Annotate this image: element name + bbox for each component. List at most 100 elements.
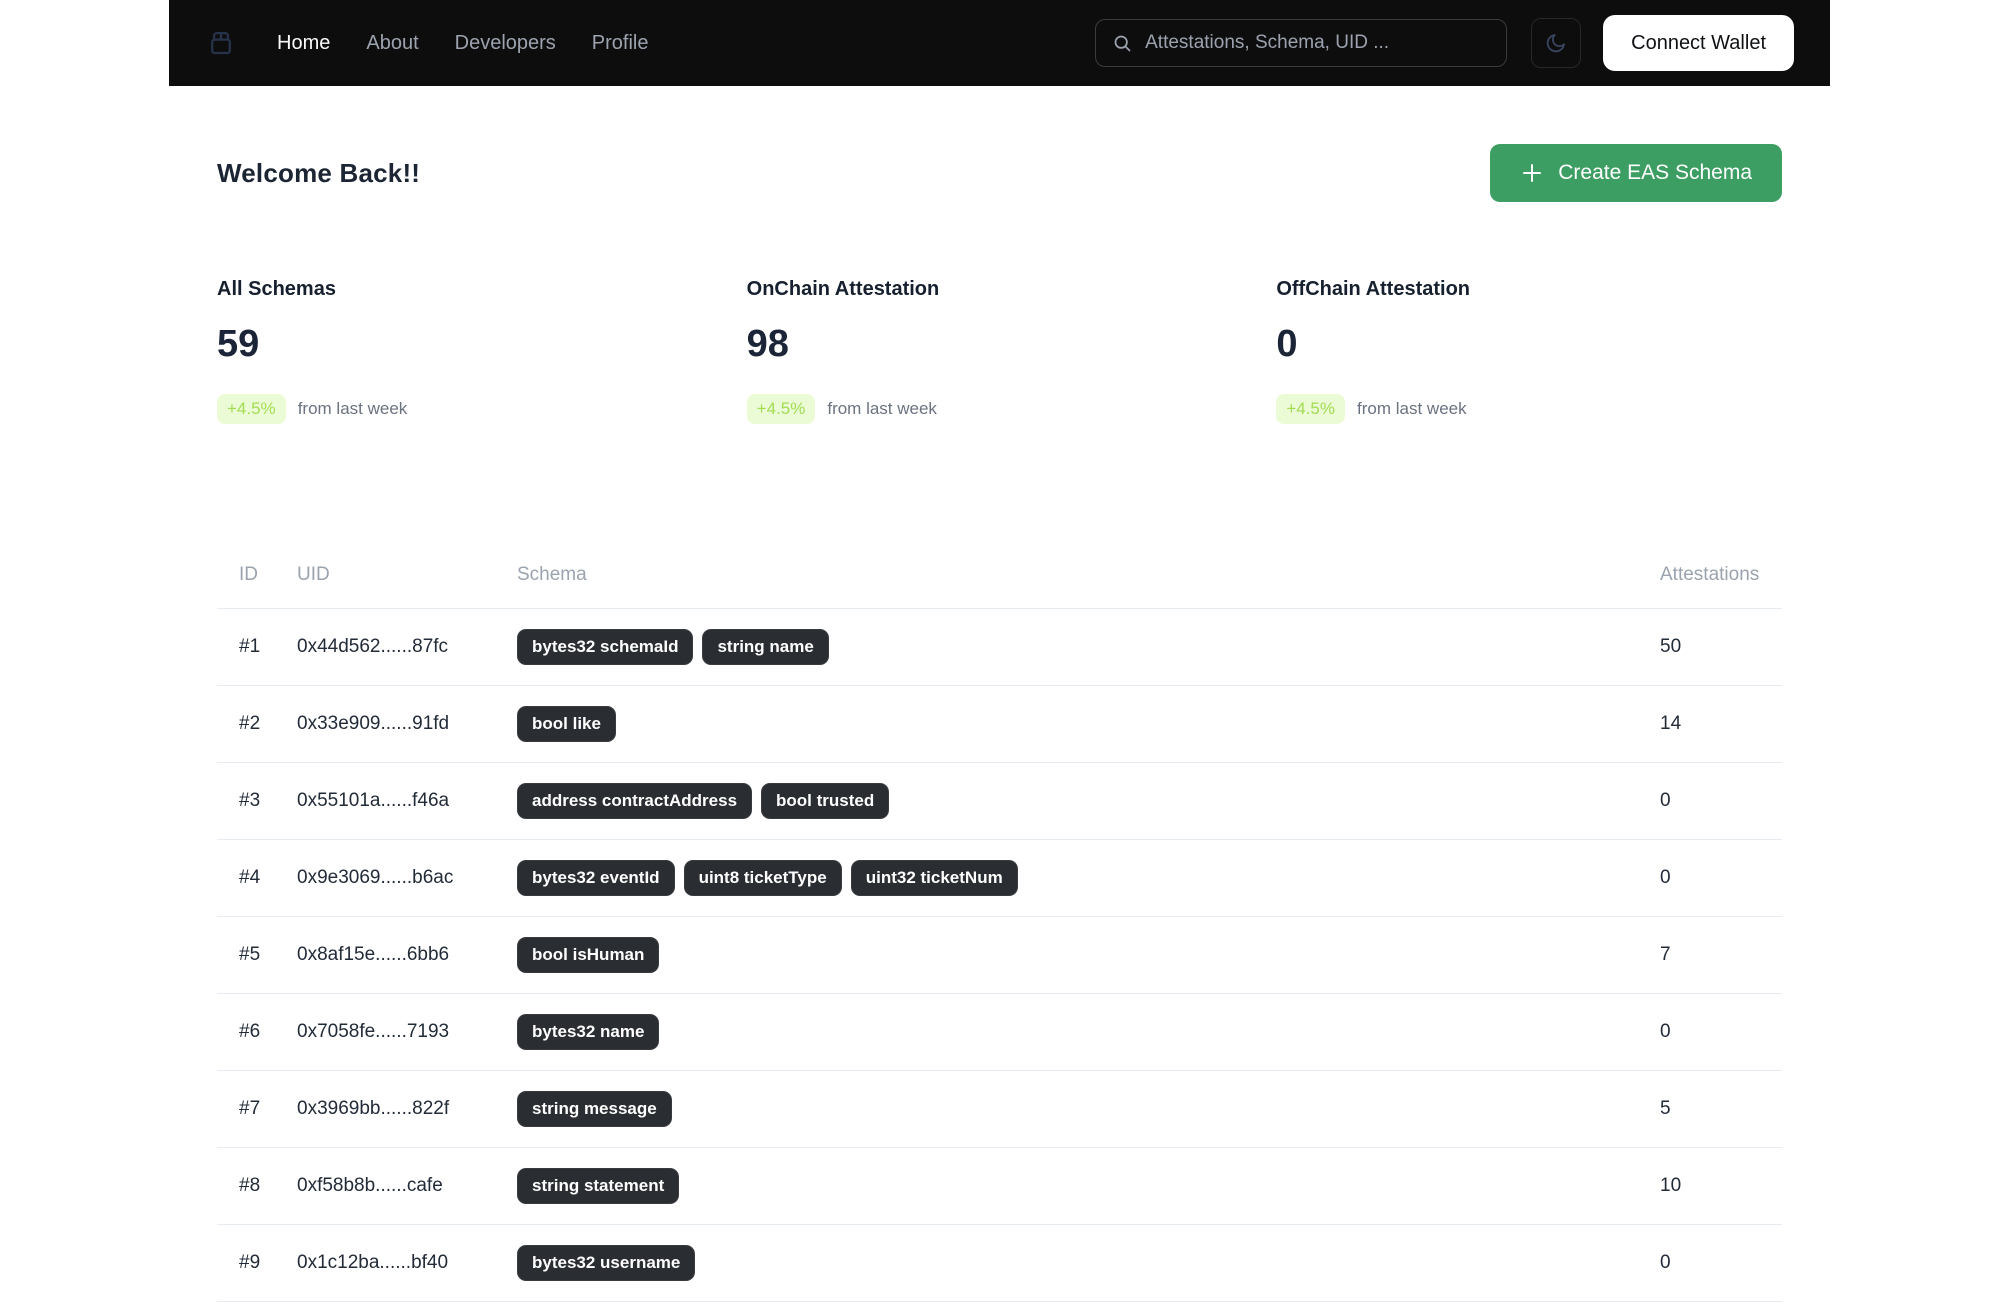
page-title: Welcome Back!! [217,157,421,188]
table-row[interactable]: #9 0x1c12ba......bf40 bytes32 username 0 [217,1224,1782,1302]
column-header-id: ID [217,564,297,609]
table-row[interactable]: #5 0x8af15e......6bb6 bool isHuman 7 [217,916,1782,994]
row-uid: 0xf58b8b......cafe [297,1147,517,1225]
search-box [1095,19,1508,67]
schema-tag: bool isHuman [517,937,660,973]
stat-footer: +4.5% from last week [746,394,1253,424]
schema-tag: uint32 ticketNum [850,860,1018,896]
row-id: #4 [217,839,297,917]
schema-tag: bool trusted [761,783,890,819]
table-row[interactable]: #10 0x27d06e......804a bool isFriend 6 [217,1301,1782,1307]
stat-label: All Schemas [217,278,336,300]
row-uid: 0x8af15e......6bb6 [297,916,517,994]
navbar: Home About Developers Profile Connect Wa… [169,0,1830,86]
row-uid: 0x27d06e......804a [297,1301,517,1307]
row-schema-tags: bytes32 name [517,1014,1660,1050]
row-attestations: 0 [1660,1224,1782,1302]
row-schema-tags: address contractAddress bool trusted [517,783,1660,819]
schema-tag: string statement [517,1168,680,1204]
row-schema-tags: bytes32 schemaId string name [517,629,1660,665]
row-uid: 0x1c12ba......bf40 [297,1224,517,1302]
row-attestations: 10 [1660,1147,1782,1225]
schema-table-body: #1 0x44d562......87fc bytes32 schemaId st… [217,608,1782,1307]
stat-value: 59 [217,323,260,365]
stats-section: All Schemas 59 +4.5% from last week OnCh… [217,278,1782,424]
main-content: Welcome Back!! Create EAS Schema All Sch… [169,144,1830,1307]
connect-wallet-button[interactable]: Connect Wallet [1603,15,1794,71]
row-attestations: 6 [1660,1301,1782,1307]
plus-icon [1523,164,1542,182]
column-header-uid: UID [297,564,517,609]
package-icon [211,32,231,55]
row-attestations: 14 [1660,685,1782,763]
row-uid: 0x55101a......f46a [297,762,517,840]
row-id: #6 [217,993,297,1071]
stat-card-all-schemas: All Schemas 59 +4.5% from last week [217,278,723,424]
nav-item-profile[interactable]: Profile [591,31,649,54]
create-eas-schema-label: Create EAS Schema [1558,161,1752,184]
schema-tag: uint8 ticketType [683,860,842,896]
row-attestations: 0 [1660,993,1782,1071]
app-container: Home About Developers Profile Connect Wa… [169,0,1830,1307]
schema-tag: string name [702,629,829,665]
nav-menu: Home About Developers Profile [277,32,649,55]
row-attestations: 7 [1660,916,1782,994]
search-input[interactable] [1145,32,1491,54]
row-uid: 0x3969bb......822f [297,1070,517,1148]
column-header-attestations: Attestations [1660,564,1782,609]
row-schema-tags: bytes32 eventId uint8 ticketType uint32 ti… [517,860,1660,896]
stat-label: OffChain Attestation [1276,278,1471,300]
row-id: #1 [217,608,297,686]
stat-value: 98 [746,323,789,365]
schema-table-head: ID UID Schema Attestations [217,564,1782,609]
table-row[interactable]: #6 0x7058fe......7193 bytes32 name 0 [217,993,1782,1071]
row-id: #8 [217,1147,297,1225]
stat-value: 0 [1276,323,1298,365]
schema-tag: string message [517,1091,672,1127]
table-row[interactable]: #7 0x3969bb......822f string message 5 [217,1070,1782,1148]
table-row[interactable]: #1 0x44d562......87fc bytes32 schemaId st… [217,608,1782,686]
stat-change-badge: +4.5% [217,394,286,424]
row-schema-tags: bool isHuman [517,937,1660,973]
create-eas-schema-button[interactable]: Create EAS Schema [1490,144,1782,202]
schema-tag: bool like [517,706,616,742]
row-schema-tags: string message [517,1091,1660,1127]
schema-tag: bytes32 eventId [517,860,675,896]
stat-footer: +4.5% from last week [217,394,723,424]
row-schema-tags: string statement [517,1168,1660,1204]
row-id: #2 [217,685,297,763]
row-id: #7 [217,1070,297,1148]
table-row[interactable]: #2 0x33e909......91fd bool like 14 [217,685,1782,763]
schema-table: ID UID Schema Attestations #1 0x44d562..… [217,564,1782,1307]
row-schema-tags: bytes32 username [517,1245,1660,1281]
row-attestations: 5 [1660,1070,1782,1148]
schema-tag: bytes32 schemaId [517,629,694,665]
stat-change-note: from last week [827,399,937,418]
stat-card-offchain-attestation: OffChain Attestation 0 +4.5% from last w… [1276,278,1782,424]
column-header-schema: Schema [517,564,1660,609]
page-header: Welcome Back!! Create EAS Schema [217,144,1782,202]
row-id: #9 [217,1224,297,1302]
stat-change-badge: +4.5% [1276,394,1346,424]
row-attestations: 0 [1660,839,1782,917]
row-id: #5 [217,916,297,994]
table-row[interactable]: #4 0x9e3069......b6ac bytes32 eventId uin… [217,839,1782,917]
theme-toggle-button[interactable] [1531,18,1582,68]
stat-change-note: from last week [297,399,408,418]
schema-tag: bytes32 username [517,1245,696,1281]
stat-card-onchain-attestation: OnChain Attestation 98 +4.5% from last w… [746,278,1253,424]
nav-item-developers[interactable]: Developers [454,31,556,54]
schema-tag: address contractAddress [517,783,753,819]
row-schema-tags: bool like [517,706,1660,742]
row-id: #10 [217,1301,297,1307]
brand-logo[interactable] [205,26,237,60]
nav-item-home[interactable]: Home [277,31,331,54]
row-uid: 0x44d562......87fc [297,608,517,686]
schema-tag: bytes32 name [517,1014,660,1050]
stat-label: OnChain Attestation [746,278,940,300]
nav-item-about[interactable]: About [366,31,419,54]
row-id: #3 [217,762,297,840]
row-uid: 0x7058fe......7193 [297,993,517,1071]
table-row[interactable]: #3 0x55101a......f46a address contractAd… [217,762,1782,840]
table-row[interactable]: #8 0xf58b8b......cafe string statement 1… [217,1147,1782,1225]
